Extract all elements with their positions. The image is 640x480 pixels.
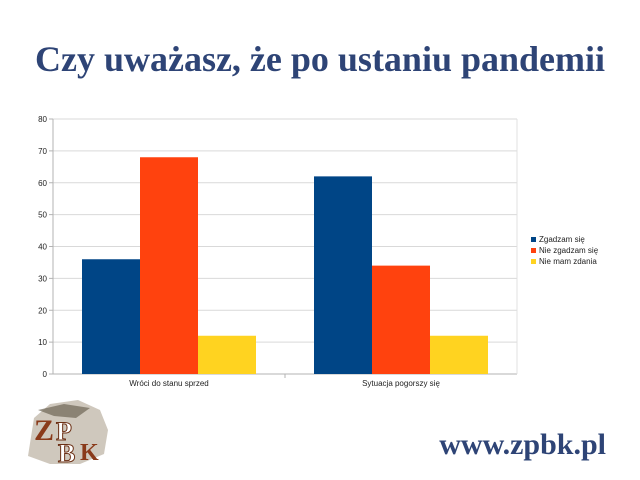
svg-text:K: K: [80, 440, 99, 466]
svg-text:B: B: [58, 439, 75, 468]
bar: [314, 176, 372, 374]
bar: [82, 259, 140, 374]
svg-text:Z: Z: [34, 414, 54, 447]
bar: [430, 335, 488, 374]
y-tick-label: 40: [38, 243, 47, 252]
y-tick-label: 60: [38, 179, 47, 188]
svg-text:P: P: [56, 417, 72, 446]
y-tick-label: 0: [43, 370, 48, 379]
legend-swatch: [531, 248, 536, 253]
y-tick-label: 10: [38, 338, 47, 347]
y-tick-label: 80: [38, 115, 47, 124]
site-url[interactable]: www.zpbk.pl: [439, 428, 606, 461]
zpbk-logo-icon: Z P B K: [28, 400, 108, 468]
x-tick-label: Sytuacja pogorszy się: [362, 379, 440, 388]
bar: [198, 335, 256, 374]
x-tick-label: Wróci do stanu sprzed: [129, 379, 208, 388]
bar: [140, 157, 198, 374]
legend-label: Nie mam zdania: [539, 257, 597, 266]
chart-legend: Zgadzam się Nie zgadzam się Nie mam zdania: [531, 235, 599, 266]
bar: [372, 265, 430, 374]
legend-label: Nie zgadzam się: [539, 246, 599, 255]
chart-bars: [82, 157, 488, 374]
y-tick-label: 20: [38, 306, 47, 315]
legend-swatch: [531, 237, 536, 242]
y-tick-label: 50: [38, 211, 47, 220]
y-tick-label: 70: [38, 147, 47, 156]
legend-label: Zgadzam się: [539, 235, 585, 244]
y-tick-label: 30: [38, 274, 47, 283]
legend-swatch: [531, 259, 536, 264]
chart-tick-labels: 0 10 20 30 40 50 60 70 80 Wróci do stanu sprzed Sy…: [38, 115, 440, 388]
slide-title: Czy uważasz, że po ustaniu pandemii: [34, 39, 606, 79]
